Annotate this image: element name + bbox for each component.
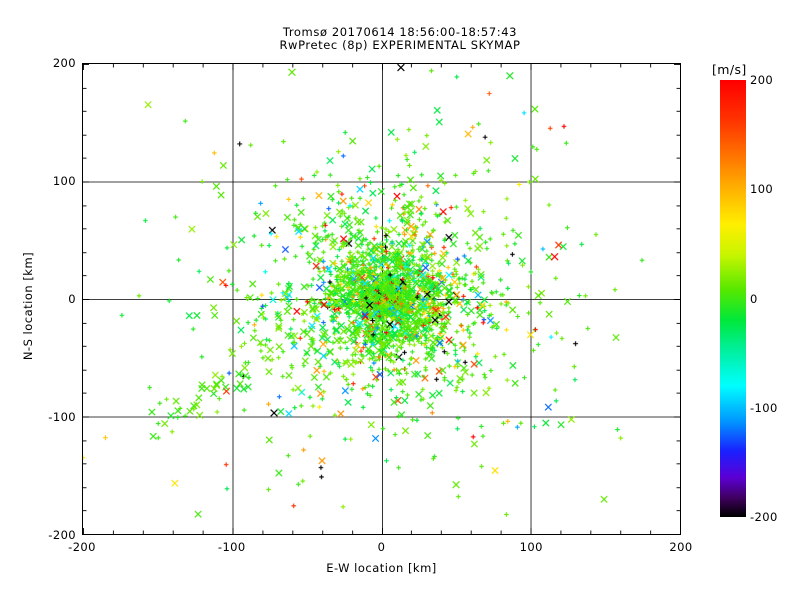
x-tick-label: 0 [377,540,386,554]
y-tick-label: 0 [68,292,76,306]
scatter-plot-canvas[interactable] [83,64,680,534]
x-tick-label: -100 [217,540,246,554]
colorbar-group: 200 100 0 -100 -200 [720,73,777,524]
colorbar-tick-label: -200 [750,510,778,524]
figure-title-line-2: RwPretec (8p) EXPERIMENTAL SKYMAP [279,38,521,52]
y-tick-label: -200 [48,528,76,542]
y-tick-label: 100 [52,174,76,188]
colorbar-tick-label: 100 [750,182,774,197]
x-tick-label: 100 [519,540,543,554]
y-tick-label: 200 [52,56,76,70]
colorbar-tick-label: 200 [750,73,774,87]
colorbar-gradient [720,80,746,517]
figure-title-line-1: Tromsø 20170614 18:56:00-18:57:43 [282,25,518,39]
y-axis-label-wrapper: N-S location [km] [21,206,35,406]
colorbar-unit-label: [m/s] [712,62,747,77]
x-tick-label: 200 [669,540,693,554]
y-tick-label: -100 [48,410,76,424]
colorbar-tick-label: -100 [750,400,778,415]
colorbar-tick-label: 0 [750,291,758,306]
x-axis-label: E-W location [km] [326,561,437,575]
x-tick-label: -200 [68,540,96,554]
plot-area[interactable] [82,63,681,535]
colorbar-tick-labels: 200 100 0 -100 -200 [746,73,800,524]
y-axis-label: N-S location [km] [21,251,35,361]
